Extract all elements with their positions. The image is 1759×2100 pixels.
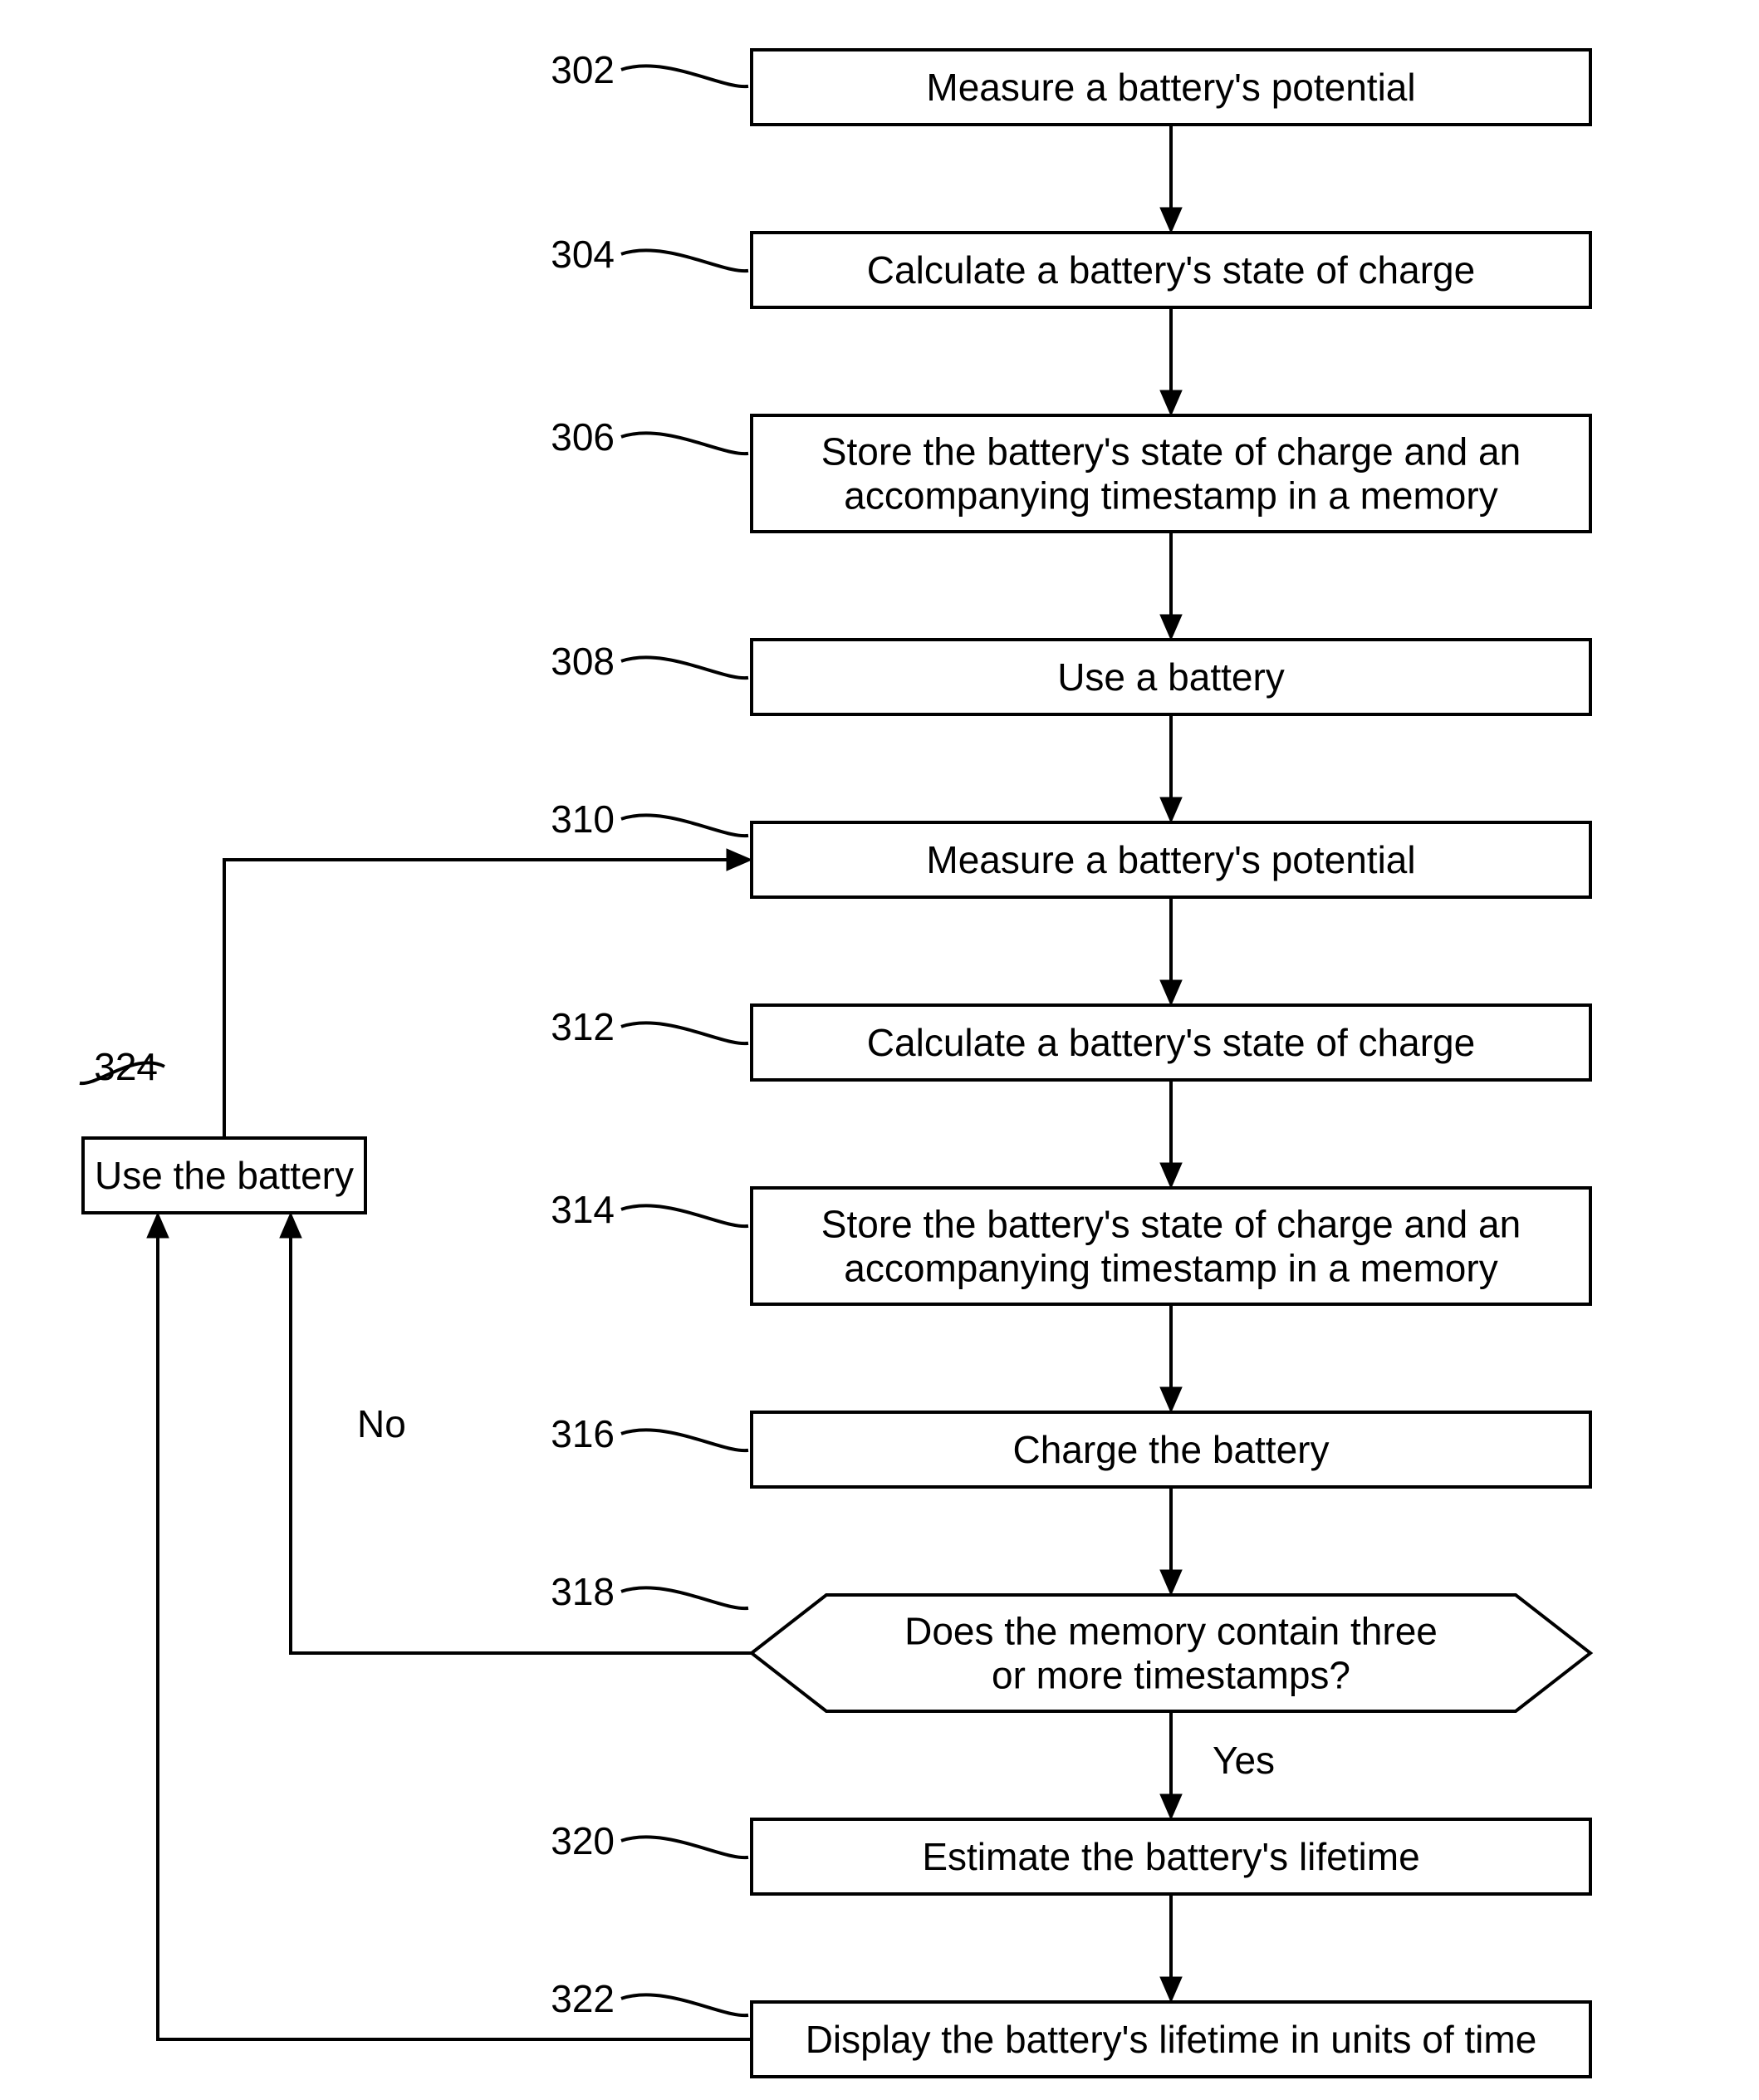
node-text-n322-0: Display the battery's lifetime in units … (806, 2018, 1537, 2061)
node-n306: Store the battery's state of charge and … (551, 415, 1590, 532)
node-n322: Display the battery's lifetime in units … (551, 1977, 1590, 2077)
arrowhead-e_324_to_310 (727, 849, 752, 871)
ref-label-312: 312 (551, 1005, 615, 1048)
node-n302: Measure a battery's potential 302 (551, 48, 1590, 125)
arrowhead-e7 (1160, 1387, 1182, 1412)
ref-connector-320 (621, 1837, 748, 1857)
ref-connector-322 (621, 1995, 748, 2015)
node-text-n302-0: Measure a battery's potential (926, 66, 1415, 109)
node-text-n318-0: Does the memory contain three (904, 1610, 1438, 1653)
ref-label-316: 316 (551, 1412, 615, 1455)
node-text-n304-0: Calculate a battery's state of charge (867, 248, 1475, 292)
node-n318: Does the memory contain threeor more tim… (551, 1570, 1590, 1711)
arrowhead-e2 (1160, 390, 1182, 415)
edge-label-e9: Yes (1213, 1739, 1275, 1782)
node-text-n318-1: or more timestamps? (992, 1654, 1350, 1697)
node-n312: Calculate a battery's state of charge 312 (551, 1005, 1590, 1080)
nodes: Measure a battery's potential 302 Calculat… (80, 48, 1590, 2077)
ref-label-320: 320 (551, 1819, 615, 1862)
node-n310: Measure a battery's potential 310 (551, 797, 1590, 897)
ref-connector-316 (621, 1430, 748, 1450)
arrowhead-e8 (1160, 1570, 1182, 1595)
ref-connector-308 (621, 657, 748, 678)
node-n304: Calculate a battery's state of charge 304 (551, 233, 1590, 307)
node-text-n312-0: Calculate a battery's state of charge (867, 1021, 1475, 1064)
node-text-n320-0: Estimate the battery's lifetime (922, 1835, 1419, 1878)
ref-connector-302 (621, 66, 748, 86)
ref-connector-310 (621, 815, 748, 836)
edge-e_324_to_310 (224, 860, 727, 1138)
ref-connector-306 (621, 433, 748, 454)
node-text-n310-0: Measure a battery's potential (926, 838, 1415, 881)
node-n320: Estimate the battery's lifetime 320 (551, 1819, 1590, 1894)
ref-label-308: 308 (551, 640, 615, 683)
edge-label-e_no: No (357, 1402, 406, 1445)
node-text-n314-0: Store the battery's state of charge and … (821, 1203, 1521, 1246)
arrowhead-e10 (1160, 1977, 1182, 2002)
node-text-n314-1: accompanying timestamp in a memory (844, 1247, 1497, 1290)
node-n316: Charge the battery 316 (551, 1412, 1590, 1487)
node-n308: Use a battery 308 (551, 640, 1590, 714)
ref-label-310: 310 (551, 797, 615, 841)
edge-e_no (291, 1238, 752, 1653)
ref-label-318: 318 (551, 1570, 615, 1613)
ref-connector-304 (621, 250, 748, 271)
arrowhead-e1 (1160, 208, 1182, 233)
node-text-n324-0: Use the battery (95, 1154, 354, 1197)
ref-label-306: 306 (551, 415, 615, 459)
arrowhead-e5 (1160, 980, 1182, 1005)
ref-connector-312 (621, 1023, 748, 1043)
arrowhead-e3 (1160, 615, 1182, 640)
node-text-n308-0: Use a battery (1057, 655, 1285, 699)
node-text-n316-0: Charge the battery (1012, 1428, 1329, 1471)
arrowhead-e9 (1160, 1794, 1182, 1819)
flowchart-svg: Yes No Measure a battery's potential 302 Cal… (0, 0, 1759, 2100)
ref-label-304: 304 (551, 233, 615, 276)
node-text-n306-0: Store the battery's state of charge and … (821, 430, 1521, 473)
arrowhead-e4 (1160, 797, 1182, 822)
ref-label-314: 314 (551, 1188, 615, 1231)
ref-connector-314 (621, 1205, 748, 1226)
ref-label-302: 302 (551, 48, 615, 91)
arrowhead-e6 (1160, 1163, 1182, 1188)
node-n314: Store the battery's state of charge and … (551, 1188, 1590, 1304)
ref-connector-318 (621, 1587, 748, 1608)
arrowhead-e_no (280, 1213, 301, 1238)
edge-e_322_to_324 (158, 1238, 752, 2039)
node-text-n306-1: accompanying timestamp in a memory (844, 474, 1497, 518)
edges: Yes No (147, 125, 1275, 2039)
flowchart: Yes No Measure a battery's potential 302 Cal… (0, 0, 1759, 2100)
ref-label-322: 322 (551, 1977, 615, 2020)
arrowhead-e_322_to_324 (147, 1213, 169, 1238)
